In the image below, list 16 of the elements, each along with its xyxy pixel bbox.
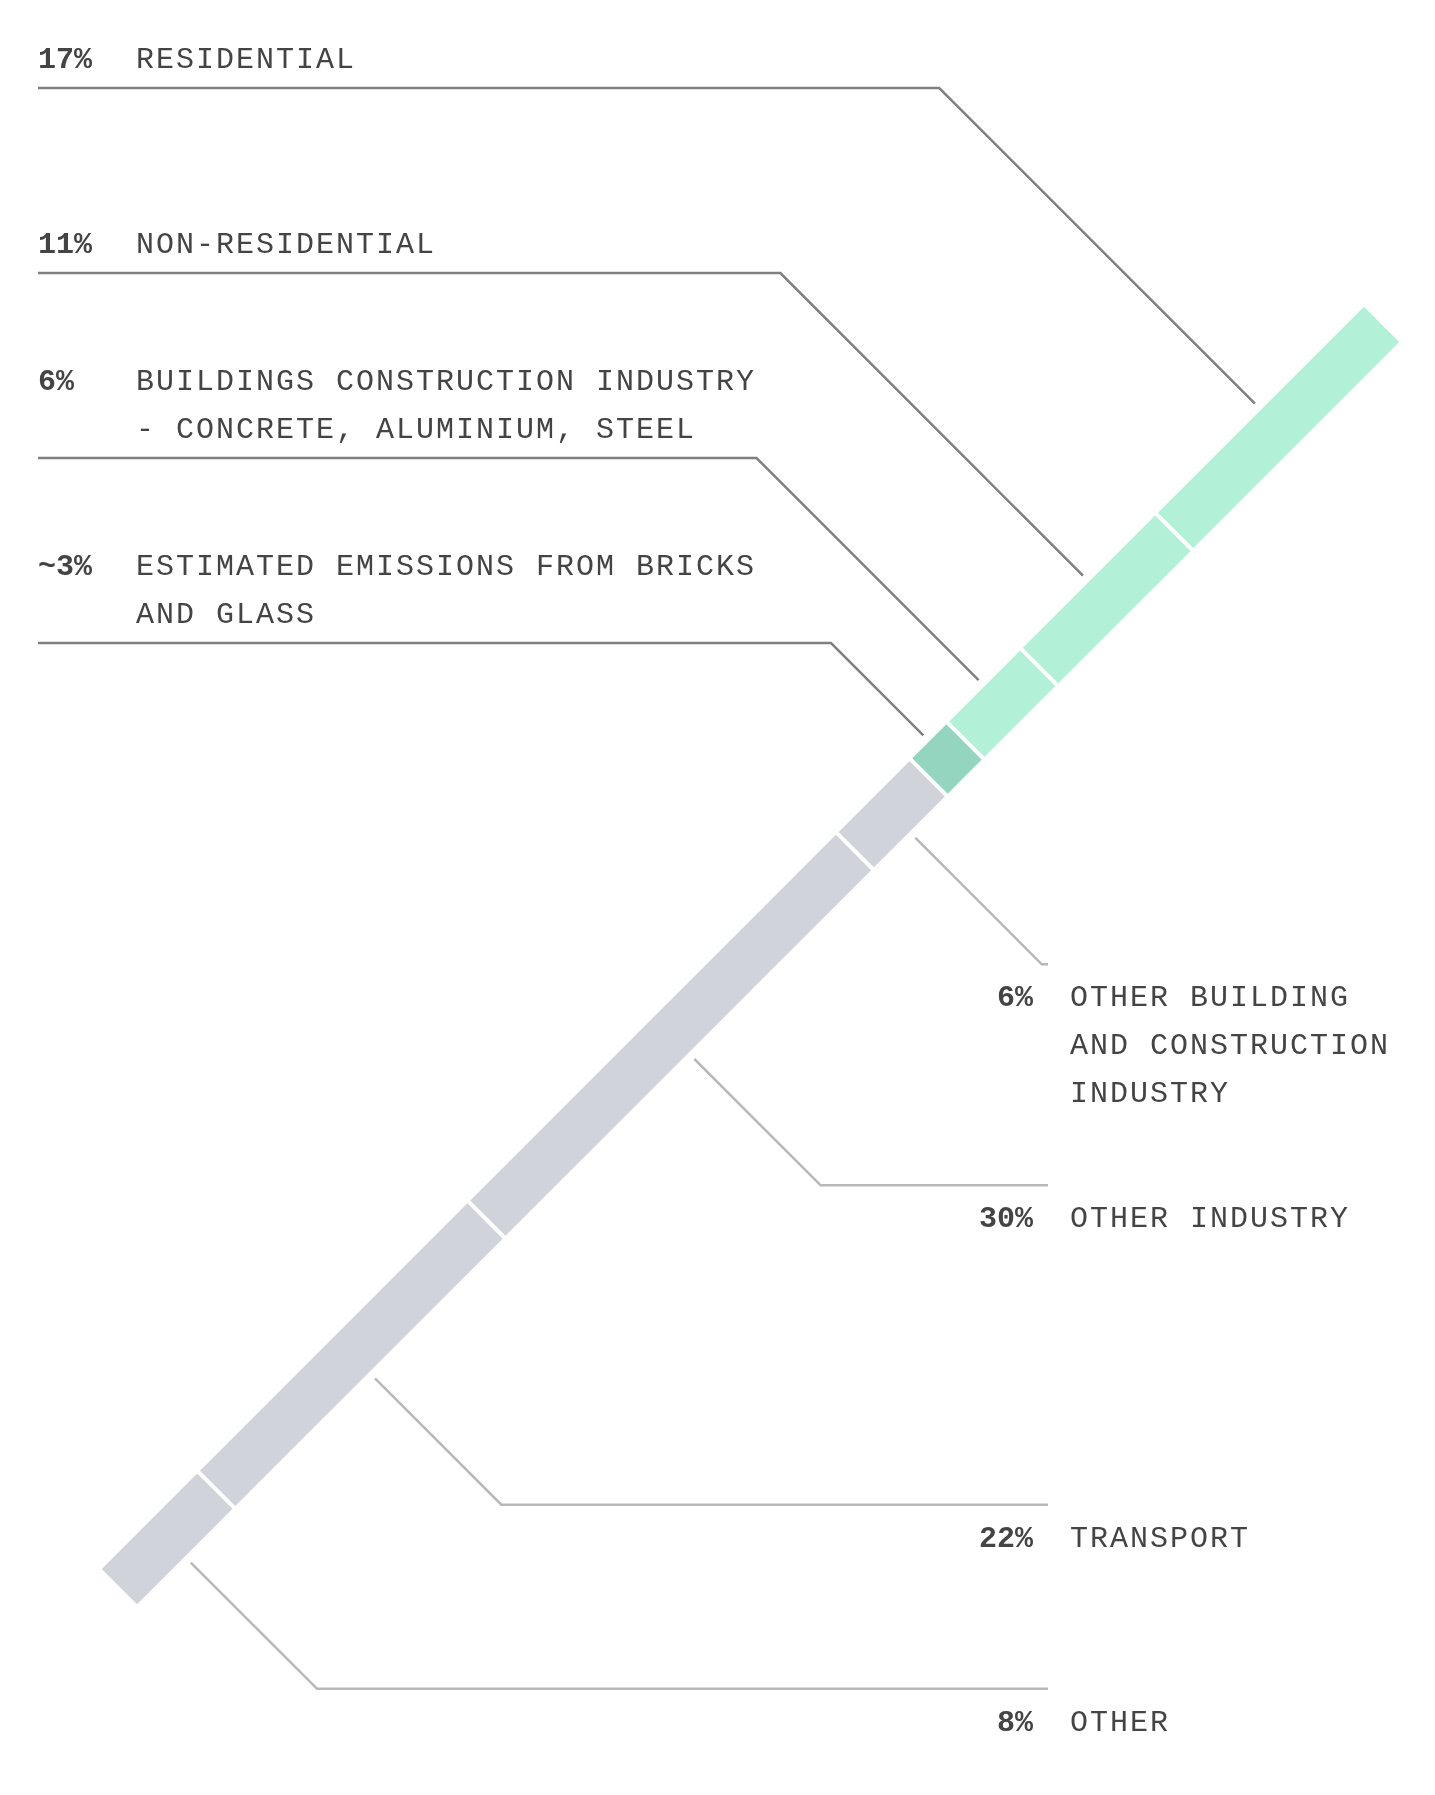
category-label: RESIDENTIAL bbox=[136, 43, 357, 77]
category-label: TRANSPORT bbox=[1070, 1521, 1251, 1556]
data-label: 17% bbox=[38, 43, 94, 77]
category-label: OTHER bbox=[1070, 1705, 1171, 1740]
category-label: BUILDINGS CONSTRUCTION INDUSTRY - CONCRETE, ALUMINIUM, STEEL bbox=[136, 365, 757, 447]
data-label: 8% bbox=[996, 1705, 1034, 1740]
category-label: OTHER BUILDING AND CONSTRUCTION INDUSTRY bbox=[1070, 981, 1391, 1112]
category-label: ESTIMATED EMISSIONS FROM BRICKS AND GLASS bbox=[136, 550, 757, 632]
data-label: ~3% bbox=[38, 550, 94, 584]
data-label: 22% bbox=[978, 1521, 1034, 1556]
data-label: 11% bbox=[38, 228, 94, 262]
data-label: 6% bbox=[996, 981, 1034, 1016]
category-label: OTHER INDUSTRY bbox=[1070, 1202, 1351, 1237]
category-label: NON-RESIDENTIAL bbox=[136, 228, 437, 262]
data-label: 6% bbox=[38, 365, 75, 399]
data-label: 30% bbox=[978, 1202, 1034, 1237]
